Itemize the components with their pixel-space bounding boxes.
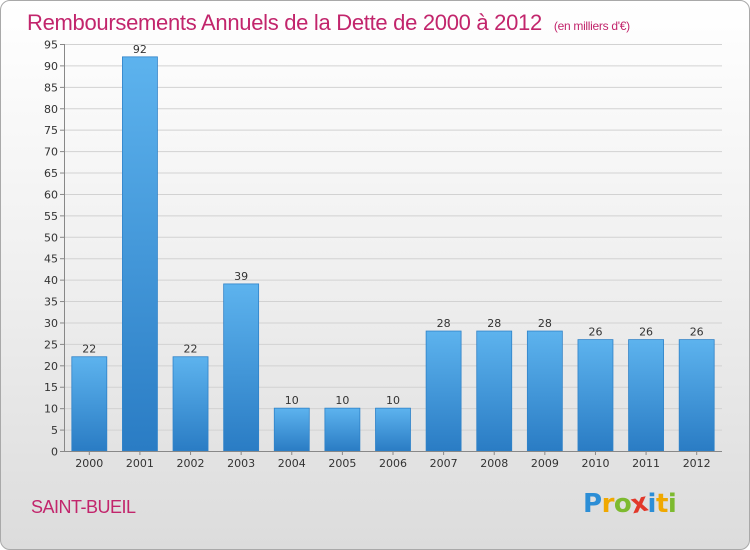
bar-2005 — [324, 407, 361, 452]
y-tick-label: 80 — [44, 103, 58, 116]
value-labels: 22 92 22 39 10 10 10 28 28 28 26 26 26 — [82, 43, 703, 407]
logo-letter: i — [647, 489, 657, 519]
value-label: 39 — [234, 270, 248, 283]
y-tick-label: 50 — [44, 231, 58, 244]
y-tick-label: 55 — [44, 210, 58, 223]
logo-letter: i — [667, 489, 677, 519]
y-tick-label: 10 — [44, 403, 58, 416]
y-tick-label: 35 — [44, 296, 58, 309]
y-tick-label: 0 — [51, 446, 58, 459]
x-tick-label: 2002 — [177, 457, 205, 470]
logo-letter: P — [583, 489, 602, 519]
bar-2011 — [628, 339, 664, 452]
value-label: 28 — [437, 317, 451, 330]
value-label: 10 — [285, 394, 299, 407]
value-label: 22 — [184, 343, 198, 356]
x-tick-label: 2008 — [480, 457, 508, 470]
bar-2004 — [273, 407, 310, 452]
x-tick-label: 2005 — [328, 457, 356, 470]
logo-letter: t — [655, 489, 668, 519]
x-tick-label: 2003 — [227, 457, 255, 470]
x-tick-label: 2006 — [379, 457, 407, 470]
value-label: 28 — [538, 317, 552, 330]
y-axis: 0 5 10 15 20 25 30 35 40 45 50 55 60 65 70 75 80 85 90 95 — [44, 39, 65, 459]
x-tick-label: 2007 — [430, 457, 458, 470]
x-tick-label: 2004 — [278, 457, 306, 470]
gridlines — [64, 44, 722, 452]
value-label: 22 — [82, 343, 96, 356]
chart-unit: (en milliers d'€) — [553, 19, 630, 33]
x-tick-label: 2012 — [683, 457, 711, 470]
bars — [71, 56, 715, 452]
y-tick-label: 75 — [44, 124, 58, 137]
bar-2006 — [375, 407, 411, 452]
logo-letter: r — [601, 489, 615, 519]
y-tick-label: 60 — [44, 188, 58, 201]
value-label: 26 — [588, 326, 602, 339]
x-tick-label: 2009 — [531, 457, 559, 470]
bar-2003 — [223, 283, 260, 452]
value-label: 10 — [386, 394, 400, 407]
y-tick-label: 5 — [51, 424, 58, 437]
bar-2002 — [172, 356, 209, 452]
bar-2007 — [425, 330, 462, 452]
y-tick-label: 85 — [44, 81, 58, 94]
y-tick-label: 25 — [44, 338, 58, 351]
bar-2000 — [71, 356, 108, 452]
x-axis: 2000 2001 2002 2003 2004 2005 2006 2007 2008 2009… — [64, 451, 722, 470]
logo-letter: o — [613, 489, 632, 519]
bar-2012 — [678, 339, 715, 452]
bar-2008 — [476, 330, 513, 452]
x-tick-label: 2001 — [126, 457, 154, 470]
value-label: 92 — [133, 43, 147, 56]
y-tick-label: 95 — [44, 39, 58, 52]
y-tick-label: 70 — [44, 146, 58, 159]
bar-2001 — [122, 56, 158, 452]
chart-title: Remboursements Annuels de la Dette de 20… — [27, 10, 630, 36]
y-tick-label: 45 — [44, 253, 58, 266]
bar-2010 — [577, 339, 614, 452]
y-tick-label: 20 — [44, 360, 58, 373]
value-label: 26 — [690, 326, 704, 339]
y-tick-label: 65 — [44, 167, 58, 180]
y-tick-label: 90 — [44, 60, 58, 73]
value-label: 26 — [639, 326, 653, 339]
y-tick-label: 15 — [44, 381, 58, 394]
value-label: 28 — [487, 317, 501, 330]
y-tick-label: 30 — [44, 317, 58, 330]
y-tick-label: 40 — [44, 274, 58, 287]
value-label: 10 — [335, 394, 349, 407]
chart-title-text: Remboursements Annuels de la Dette de 20… — [27, 10, 542, 35]
bar-2009 — [526, 330, 563, 452]
commune-name: SAINT-BUEIL — [31, 497, 136, 517]
x-tick-label: 2011 — [632, 457, 660, 470]
x-tick-label: 2010 — [581, 457, 609, 470]
proxiti-logo: Proxiti — [583, 488, 677, 521]
x-tick-label: 2000 — [75, 457, 103, 470]
